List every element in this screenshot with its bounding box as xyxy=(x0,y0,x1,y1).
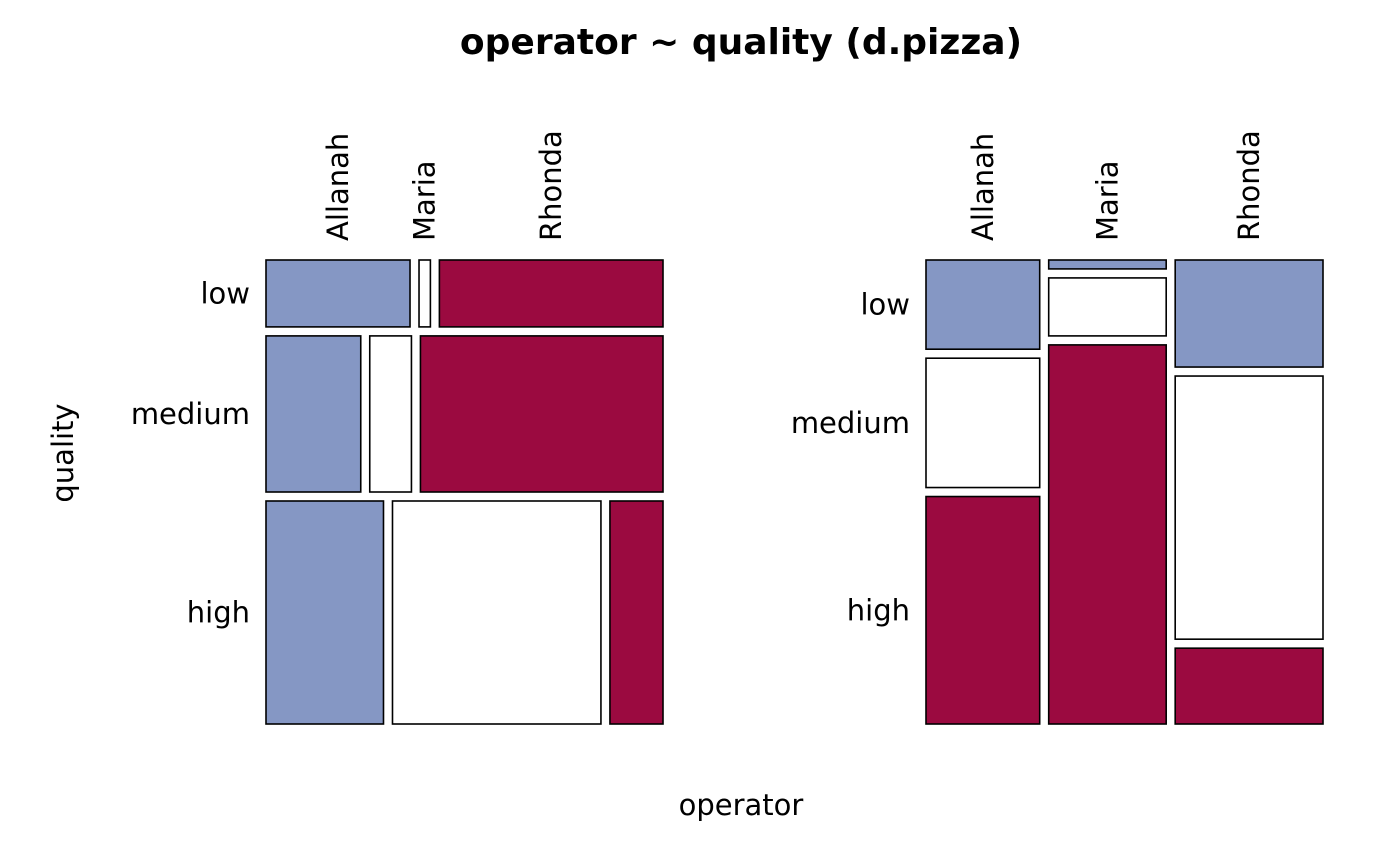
left-column-label-allanah: Allanah xyxy=(321,133,355,241)
left-row-label-low: low xyxy=(200,276,250,310)
right-cell-allanah-high xyxy=(925,495,1041,725)
right-column-label-maria: Maria xyxy=(1090,160,1124,241)
left-row-label-high: high xyxy=(187,596,250,630)
right-panel: Allanah Maria Rhonda low medium high xyxy=(791,130,1324,725)
right-row-label-medium: medium xyxy=(791,406,910,440)
right-cell-maria-high xyxy=(1047,344,1167,725)
right-cell-allanah-medium xyxy=(925,357,1041,489)
x-axis-label: operator xyxy=(679,788,804,822)
chart-title: operator ~ quality (d.pizza) xyxy=(460,22,1022,63)
right-cell-maria-low xyxy=(1047,259,1167,270)
left-cell-medium-rhonda xyxy=(419,335,664,493)
left-cell-high-rhonda xyxy=(609,500,664,725)
right-column-label-rhonda: Rhonda xyxy=(1232,130,1266,241)
right-cell-allanah-low xyxy=(925,259,1041,350)
left-cell-high-maria xyxy=(391,500,602,725)
right-cell-rhonda-medium xyxy=(1174,375,1324,640)
left-row-label-medium: medium xyxy=(131,397,250,431)
right-cell-rhonda-high xyxy=(1174,647,1324,725)
left-cell-low-rhonda xyxy=(438,259,664,328)
left-cell-low-maria xyxy=(418,259,432,328)
left-cell-medium-allanah xyxy=(265,335,362,493)
right-column-label-allanah: Allanah xyxy=(966,133,1000,241)
left-cell-high-allanah xyxy=(265,500,385,725)
left-column-label-maria: Maria xyxy=(408,160,442,241)
right-cell-rhonda-low xyxy=(1174,259,1324,368)
y-axis-label: quality xyxy=(46,403,80,502)
left-column-label-rhonda: Rhonda xyxy=(534,130,568,241)
right-cell-maria-medium xyxy=(1047,277,1167,337)
left-cell-medium-maria xyxy=(368,335,413,493)
right-row-label-high: high xyxy=(847,593,910,627)
left-panel: low medium high Allanah Maria Rhonda xyxy=(131,130,664,725)
right-row-label-low: low xyxy=(860,288,910,322)
left-cell-low-allanah xyxy=(265,259,411,328)
